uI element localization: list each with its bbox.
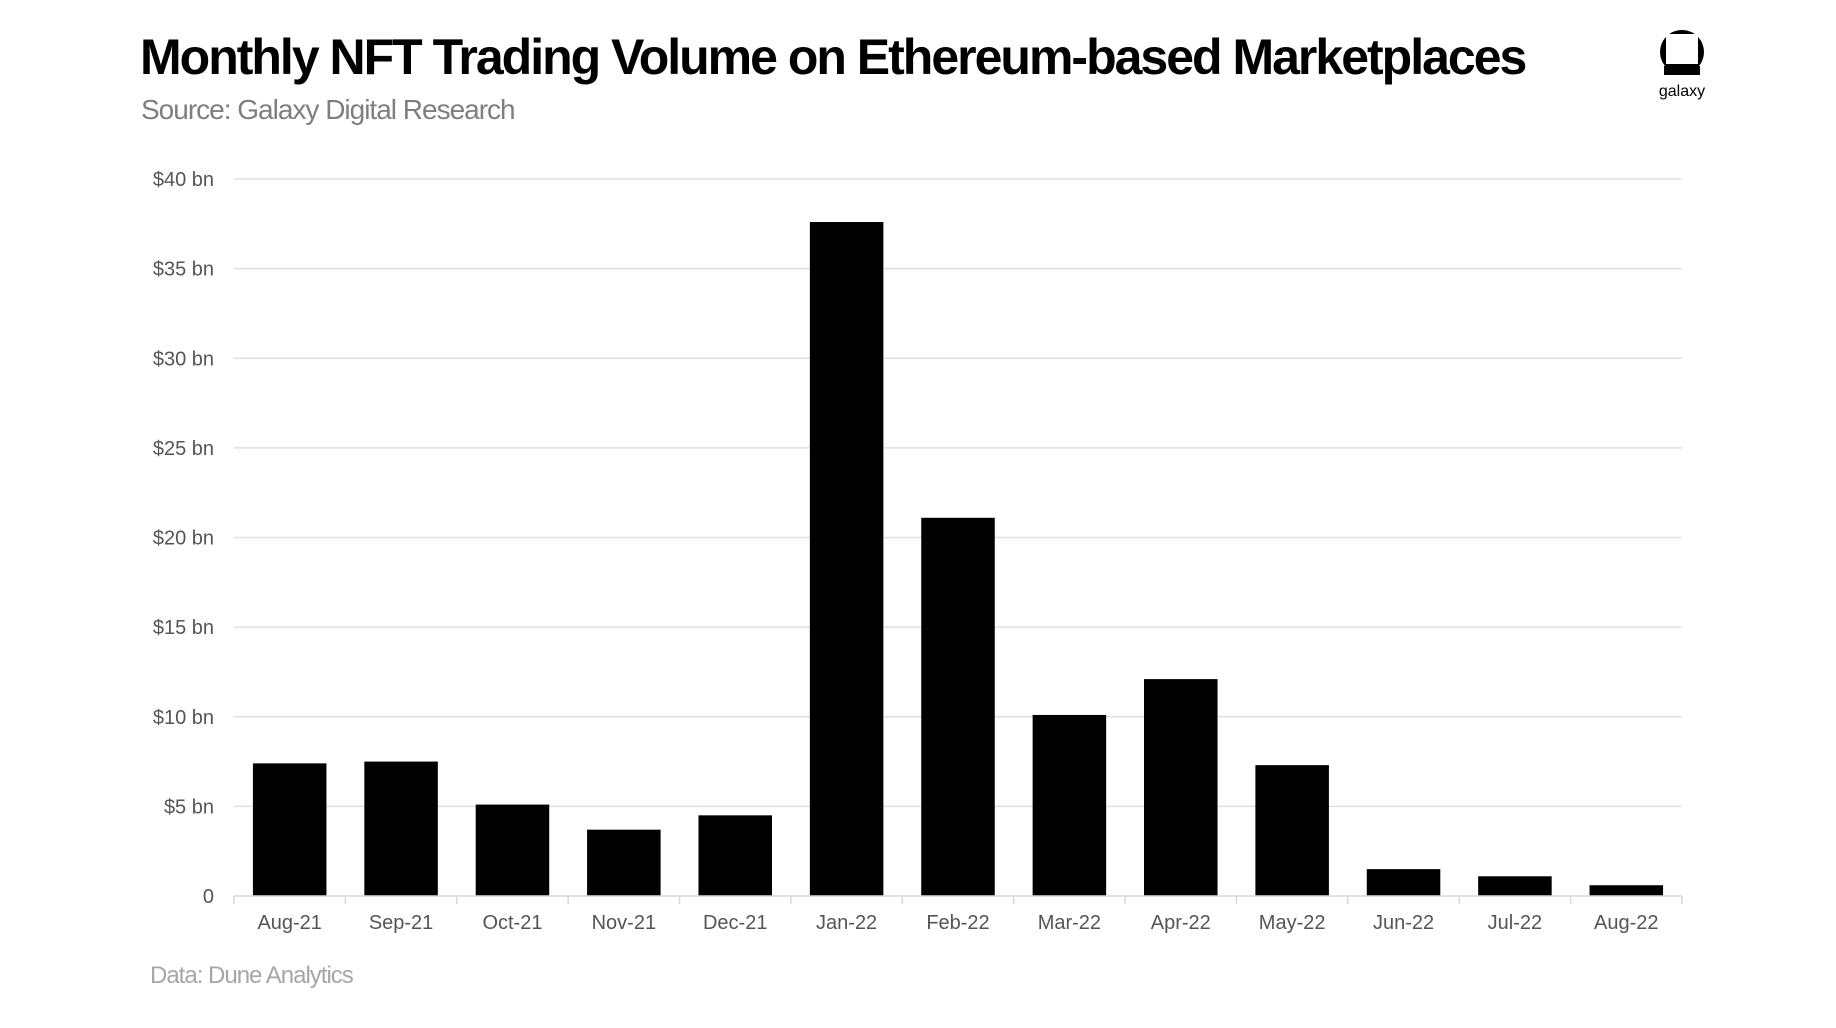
data-source-note: Data: Dune Analytics: [150, 962, 354, 989]
bar: [364, 761, 438, 896]
x-tick-label: Apr-22: [1151, 912, 1211, 934]
bar: [1478, 876, 1552, 896]
x-tick-label: Feb-22: [926, 912, 989, 934]
bar: [1144, 679, 1218, 896]
x-tick-label: Jan-22: [816, 912, 877, 934]
bar: [921, 517, 995, 896]
chart-subtitle: Source: Galaxy Digital Research: [141, 94, 516, 125]
bar: [252, 763, 327, 896]
y-tick-label: 0: [203, 886, 214, 908]
chart-title: Monthly NFT Trading Volume on Ethereum-b…: [140, 29, 1527, 85]
x-tick-label: Oct-21: [482, 912, 542, 934]
bar: [587, 829, 661, 896]
x-tick-label: Mar-22: [1038, 912, 1101, 934]
x-tick-label: Aug-21: [257, 912, 322, 934]
x-tick-label: Dec-21: [703, 912, 767, 934]
galaxy-logo: galaxy: [1654, 30, 1710, 101]
bar: [1255, 765, 1329, 896]
x-tick-label: Jul-22: [1488, 912, 1542, 934]
y-tick-label: $5 bn: [164, 796, 214, 818]
y-tick-label: $10 bn: [153, 707, 214, 729]
x-tick-label: Nov-21: [592, 912, 656, 934]
x-tick-label: Sep-21: [369, 912, 434, 934]
logo-text: galaxy: [1658, 83, 1706, 100]
y-tick-label: $30 bn: [153, 348, 214, 370]
y-tick-label: $15 bn: [153, 617, 214, 639]
y-tick-label: $40 bn: [153, 169, 214, 191]
y-tick-label: $35 bn: [153, 259, 214, 281]
x-tick-label: Aug-22: [1594, 912, 1659, 934]
bar: [1366, 869, 1441, 896]
y-tick-label: $20 bn: [153, 528, 214, 550]
x-tick-label: Jun-22: [1373, 912, 1434, 934]
bars: [252, 222, 1664, 896]
bar: [1589, 885, 1664, 896]
bar: [809, 222, 884, 896]
y-axis-ticks: 0 $5 bn $10 bn $15 bn $20 bn $25 bn $30 bn $35 …: [153, 169, 214, 908]
bar: [475, 804, 550, 896]
x-axis: Aug-21 Sep-21 Oct-21 Nov-21 Dec-21 Jan-22 Feb-…: [233, 895, 1683, 934]
y-tick-label: $25 bn: [153, 438, 214, 460]
x-tick-label: May-22: [1259, 912, 1326, 934]
galaxy-logo-icon: [1660, 30, 1704, 75]
bar: [698, 815, 772, 896]
bar: [1032, 714, 1107, 896]
